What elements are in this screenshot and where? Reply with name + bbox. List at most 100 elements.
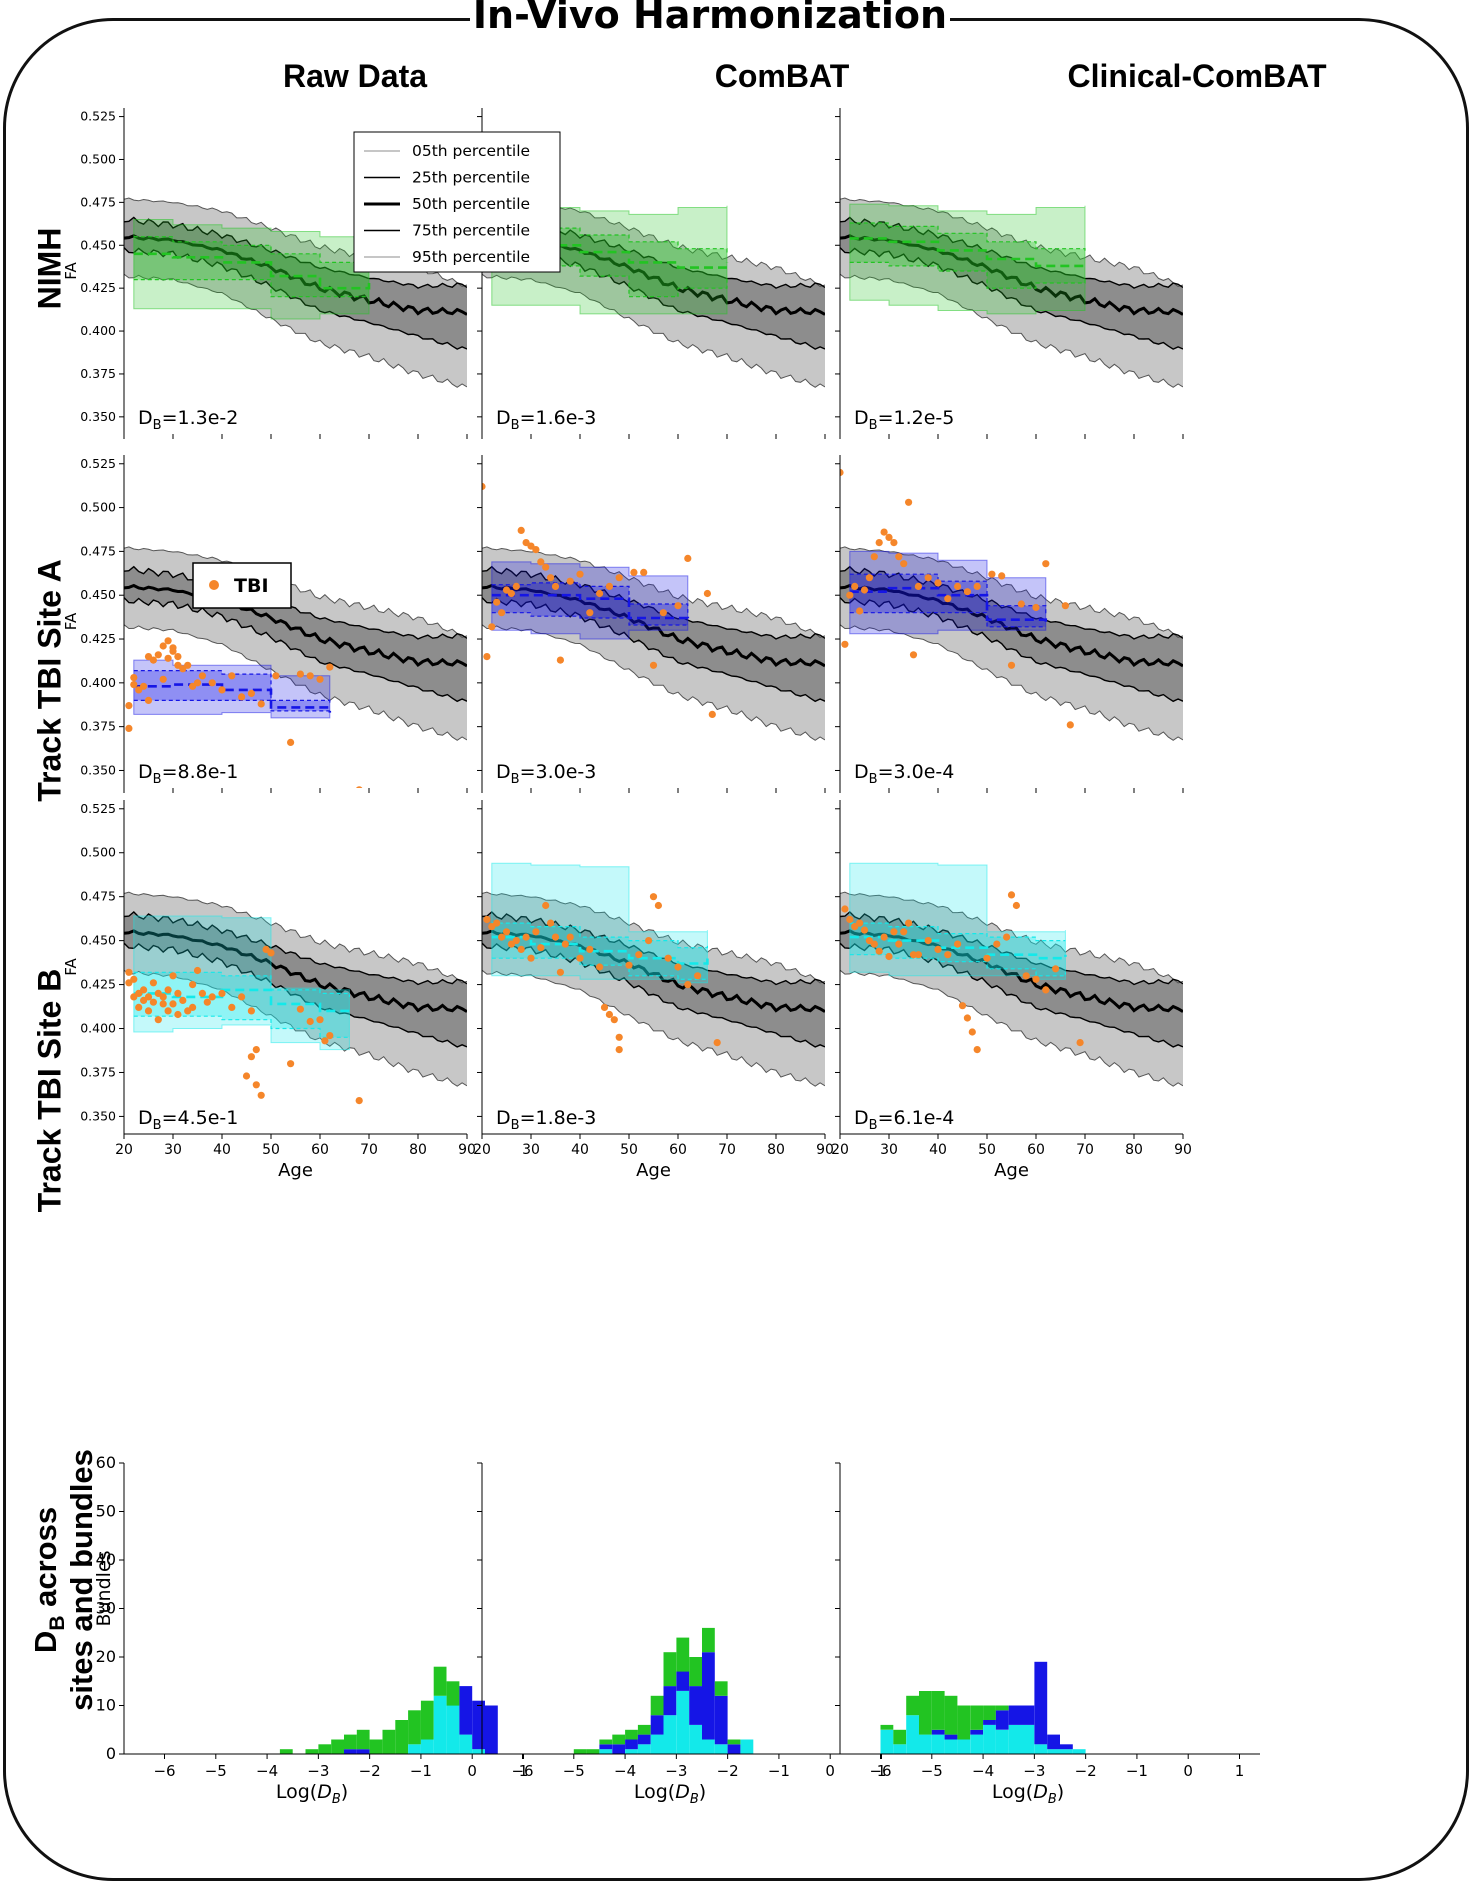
tbi-point [841, 905, 849, 913]
y-tick-label: 0.475 [80, 889, 116, 904]
db-annotation-sub: B [869, 1118, 878, 1133]
tbi-point [517, 526, 525, 535]
y-tick-label: 0.350 [80, 1108, 116, 1123]
tbi-point [159, 642, 167, 650]
hist-x-label-prefix: Log( [276, 1781, 317, 1803]
reference-p05-line [124, 969, 467, 1087]
hist-bar-nimh [599, 1739, 613, 1745]
tbi-point [1032, 603, 1040, 612]
db-annotation: DB=6.1e-4 [854, 1107, 954, 1133]
site-p50-line [491, 593, 690, 620]
db-annotation: DB=1.2e-5 [854, 407, 954, 433]
tbi-point [238, 693, 246, 701]
hist-bar-siteB [408, 1744, 421, 1754]
hist-x-label-prefix: Log( [992, 1781, 1033, 1803]
hist-x-tick-label: −5 [205, 1762, 227, 1780]
hist-bar-siteB [1021, 1724, 1035, 1754]
tbi-point [586, 945, 594, 954]
hist-bar-siteB [970, 1734, 984, 1754]
panel-plot-area [482, 862, 825, 1087]
tbi-point [547, 919, 555, 927]
hist-x-tick-label: −3 [665, 1762, 687, 1780]
db-annotation-sub: B [511, 1118, 520, 1133]
tbi-legend-marker [209, 580, 219, 590]
hist-x-tick-label: 0 [467, 1762, 477, 1780]
tbi-point [630, 568, 638, 577]
reference-band-inner [482, 566, 825, 702]
x-tick-label: 50 [262, 1142, 280, 1158]
tbi-point [1007, 891, 1016, 899]
reference-p25-line [840, 247, 1183, 350]
hist-bar-siteB [944, 1739, 958, 1754]
tbi-point [502, 928, 511, 936]
reference-band-inner [840, 912, 1183, 1047]
tbi-point [983, 954, 991, 962]
hist-bar-siteB [906, 1715, 919, 1754]
hist-x-tick-label: −2 [359, 1762, 381, 1780]
db-annotation: DB=4.5e-1 [138, 1107, 238, 1133]
y-tick-label: 0.475 [80, 543, 116, 558]
hist-x-label-sub: B [1048, 1792, 1057, 1807]
y-tick-label: 0.500 [80, 151, 116, 166]
panel-plot-area [482, 482, 825, 741]
x-tick-label: 80 [767, 1142, 785, 1158]
tbi-point [130, 681, 138, 689]
hist-bar-nimh [344, 1734, 357, 1750]
reference-p75-line [124, 911, 467, 986]
tbi-point [865, 574, 874, 582]
tbi-point [1061, 602, 1069, 610]
hist-bar-siteB [893, 1744, 907, 1754]
db-annotation-sub: B [511, 772, 520, 787]
db-annotation: DB=1.8e-3 [496, 1107, 596, 1133]
hist-bar-siteB [983, 1724, 996, 1754]
tbi-point [713, 1039, 721, 1047]
histogram-panel-0: 0 10 20 30 40 50 60 −6 −5 −4 −3 −2 −1 0 1 Log(DB) Bundle… [93, 1453, 544, 1807]
tbi-point [242, 1072, 251, 1080]
hist-bar-nimh [995, 1705, 1009, 1711]
reference-p95-line [482, 891, 825, 984]
site-p25-line [133, 1015, 350, 1038]
db-annotation-sub: B [869, 418, 878, 433]
hist-x-label-suffix: ) [341, 1781, 348, 1803]
db-annotation-sub: B [153, 418, 162, 433]
hist-bar-nimh [586, 1749, 600, 1754]
reference-band-inner [124, 217, 467, 350]
hist-bar-siteB [472, 1749, 485, 1754]
hist-bar-siteA [485, 1705, 498, 1754]
hist-x-tick-label: −5 [563, 1762, 585, 1780]
site-p50-line [849, 586, 1048, 625]
hist-bar-siteA [995, 1710, 1009, 1730]
hist-bar-siteA [1008, 1705, 1022, 1725]
tbi-point [179, 996, 187, 1005]
reference-p50-line [124, 583, 467, 668]
y-tick-label: 0.375 [80, 719, 116, 734]
tbi-point [218, 686, 226, 694]
hist-bar-siteB [420, 1739, 434, 1754]
hist-bar-siteB [880, 1729, 894, 1755]
tbi-point [1012, 901, 1021, 910]
tbi-point [498, 933, 506, 941]
tbi-point [174, 989, 182, 998]
tbi-point [841, 640, 849, 648]
tbi-point [860, 586, 869, 594]
tbi-point [208, 993, 216, 1001]
hist-y-tick-label: 60 [96, 1453, 116, 1472]
tbi-point [905, 919, 913, 927]
hist-bar-siteB [919, 1734, 932, 1754]
fa-panel-1-0: 0.350 0.375 0.400 0.425 0.450 0.475 0.500 0.525… [62, 455, 468, 793]
db-annotation: DB=8.8e-1 [138, 761, 238, 787]
y-tick-label: 0.450 [80, 933, 116, 948]
hist-y-tick-label: 20 [96, 1647, 116, 1666]
hist-bar-siteA [1021, 1705, 1035, 1725]
hist-bar-siteA [637, 1734, 651, 1745]
reference-p50-line [482, 929, 825, 1013]
panel-plot-area [124, 197, 467, 388]
hist-bar-siteA [676, 1671, 690, 1691]
reference-p75-line [482, 565, 825, 640]
tbi-point [203, 998, 211, 1006]
tbi-point [532, 546, 540, 554]
tbi-point [654, 901, 663, 910]
tbi-point [556, 968, 565, 976]
hist-x-tick-label: −2 [717, 1762, 739, 1780]
hist-bar-siteB [650, 1734, 664, 1754]
